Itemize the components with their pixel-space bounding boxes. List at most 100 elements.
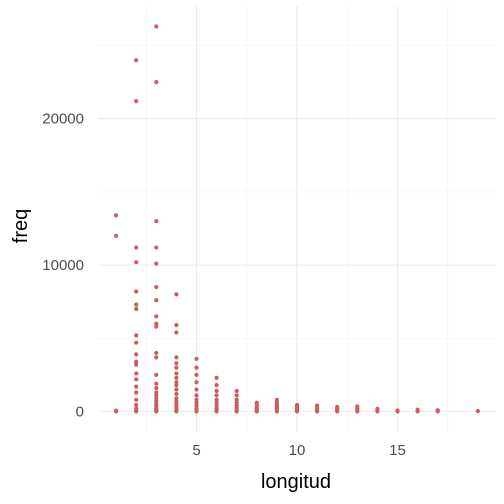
data-point [134, 306, 139, 312]
data-point [214, 400, 219, 405]
data-point [154, 284, 159, 290]
data-point [154, 409, 159, 414]
data-point [435, 409, 440, 414]
data-point [113, 409, 119, 414]
data-point [154, 350, 159, 356]
data-point [154, 381, 159, 386]
data-point [214, 397, 219, 402]
data-point [335, 409, 340, 414]
data-point [174, 355, 179, 360]
data-point [274, 409, 279, 414]
data-point [234, 409, 239, 414]
data-point [154, 324, 159, 329]
data-point [174, 292, 179, 297]
y-tick-label: 20000 [42, 111, 84, 128]
data-point [154, 396, 159, 401]
data-points [113, 24, 481, 414]
data-point [254, 409, 259, 414]
data-point [134, 409, 139, 414]
data-point [113, 233, 119, 238]
data-point [134, 352, 139, 357]
data-point [194, 380, 199, 385]
x-tick-label: 5 [192, 442, 200, 459]
data-point [154, 298, 159, 303]
x-axis-title: longitud [261, 471, 331, 493]
data-point [274, 397, 279, 402]
data-point [395, 409, 400, 414]
y-axis-title: freq [10, 209, 32, 243]
data-point [154, 321, 159, 326]
data-point [294, 409, 300, 414]
data-point [174, 387, 179, 392]
data-point [134, 333, 139, 338]
data-point [174, 371, 179, 376]
data-point [134, 377, 139, 382]
data-point [234, 393, 239, 398]
data-point [134, 362, 139, 367]
data-point [234, 388, 239, 394]
data-point [134, 58, 139, 63]
data-point [194, 356, 199, 361]
data-point [194, 409, 199, 414]
data-point [154, 355, 159, 360]
data-point [134, 302, 139, 307]
data-point [214, 375, 219, 380]
data-point [475, 408, 481, 414]
data-point [154, 24, 159, 29]
data-point [174, 399, 179, 404]
data-point [214, 383, 219, 388]
x-tick-label: 15 [389, 442, 406, 459]
data-point [174, 391, 179, 397]
data-point [194, 400, 199, 405]
data-point [154, 385, 159, 391]
data-point [154, 372, 159, 378]
x-tick-label: 10 [289, 442, 306, 459]
data-point [234, 400, 239, 405]
data-point [375, 409, 380, 414]
data-point [194, 403, 199, 408]
data-point [214, 388, 219, 394]
data-point [174, 323, 179, 328]
data-point [134, 371, 139, 376]
data-point [134, 99, 139, 104]
data-point [174, 375, 179, 380]
data-point [174, 380, 179, 385]
data-point [154, 399, 159, 404]
data-point [134, 359, 139, 364]
data-point [174, 409, 179, 414]
data-point [134, 289, 139, 294]
data-point [134, 245, 139, 250]
data-point [174, 361, 179, 366]
data-point [194, 372, 199, 378]
data-point [174, 365, 179, 370]
data-point [194, 387, 199, 392]
y-axis-tick-labels: 0 10000 20000 [42, 111, 84, 421]
data-point [154, 393, 159, 398]
data-point [174, 330, 179, 335]
data-point [194, 397, 199, 402]
data-point [234, 397, 239, 402]
data-point [194, 393, 199, 398]
x-axis-tick-labels: 5 10 15 [192, 442, 406, 459]
y-tick-label: 0 [76, 404, 84, 421]
data-point [154, 390, 159, 395]
data-point [214, 409, 219, 414]
data-point [134, 397, 139, 402]
data-point [154, 219, 159, 224]
data-point [154, 261, 159, 266]
data-point [174, 383, 179, 388]
data-point [113, 213, 119, 218]
data-point [355, 409, 360, 414]
data-point [134, 402, 139, 408]
data-point [214, 403, 219, 408]
data-point [194, 365, 199, 370]
y-tick-label: 10000 [42, 257, 84, 274]
major-gridlines [98, 6, 496, 432]
data-point [174, 396, 179, 401]
data-point [154, 245, 159, 250]
data-point [415, 409, 420, 414]
data-point [214, 393, 219, 398]
data-point [315, 409, 320, 414]
data-point [154, 314, 159, 319]
